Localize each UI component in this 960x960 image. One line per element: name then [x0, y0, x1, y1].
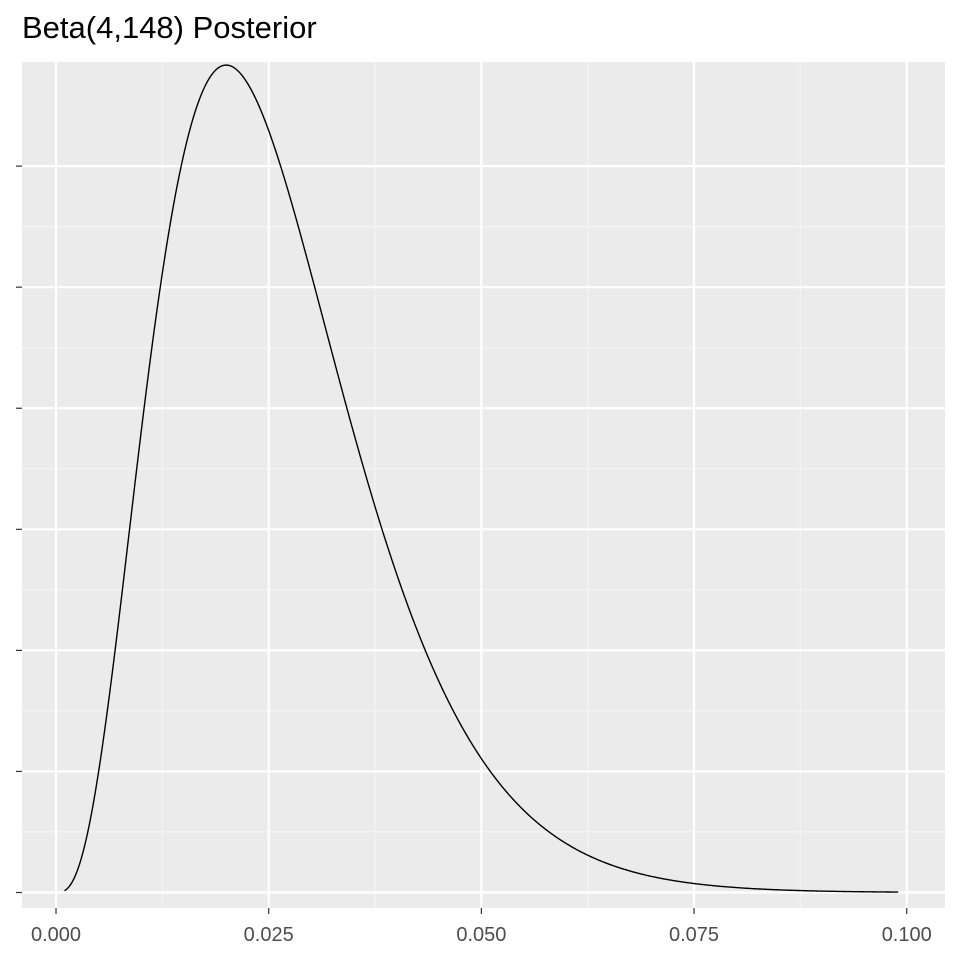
x-tick-label: 0.100: [882, 924, 932, 946]
grid-minor: [22, 62, 945, 908]
x-tick-label: 0.075: [669, 924, 719, 946]
x-axis-tick-labels: 0.000 0.025 0.050 0.075 0.100: [31, 924, 932, 946]
x-axis-ticks: [55, 908, 908, 914]
x-tick-label: 0.000: [31, 924, 81, 946]
chart-title: Beta(4,148) Posterior: [22, 10, 317, 45]
y-axis-ticks: [16, 165, 22, 894]
density-curve: [64, 64, 899, 893]
x-tick-label: 0.050: [456, 924, 506, 946]
plot-panel: [22, 62, 945, 908]
grid-major: [22, 62, 945, 908]
x-tick-label: 0.025: [244, 924, 294, 946]
